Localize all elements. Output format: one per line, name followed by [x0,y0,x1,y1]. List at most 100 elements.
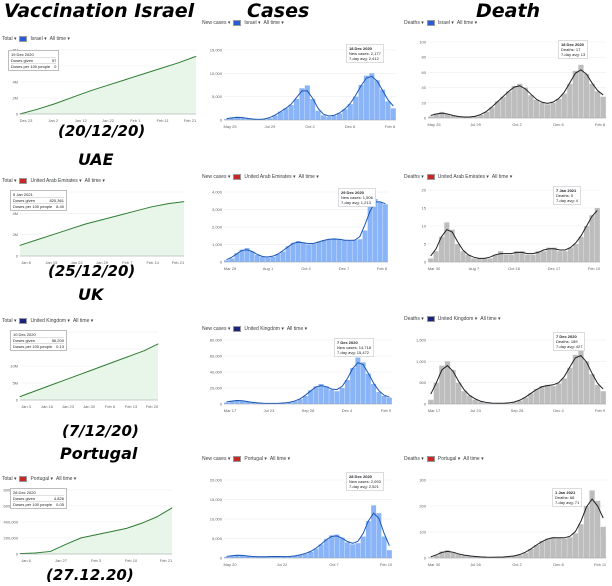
country-dropdown[interactable]: United Kingdom [438,316,477,322]
country-dropdown[interactable]: United Arab Emirates [30,178,81,184]
metric-dropdown[interactable]: Total [2,476,16,482]
time-range-dropdown[interactable]: All time [492,174,512,180]
cases-bar [353,96,359,120]
y-tick-label: 0 [220,260,223,265]
seven-day-average-line [226,362,390,404]
time-range-dropdown[interactable]: All time [463,456,483,462]
row-country-label: Portugal [60,444,138,463]
metric-dropdown[interactable]: New cases [202,326,230,332]
tooltip-line: New cases: 2,093 [349,479,381,484]
country-dropdown[interactable]: Portugal [438,456,461,462]
cases-bar [275,254,281,262]
country-dropdown[interactable]: United Kingdom [244,326,283,332]
metric-dropdown[interactable]: Deaths [404,316,424,322]
tooltip-row: Doses given 56,200 [13,337,64,343]
data-point [134,210,136,212]
y-tick-label: 0 [424,402,427,407]
deaths-bar [594,208,600,262]
deaths-bar [439,551,445,558]
time-range-dropdown[interactable]: All time [73,318,93,324]
time-range-dropdown[interactable]: All time [457,20,477,26]
time-range-dropdown[interactable]: All time [50,36,70,42]
y-tick-label: 80,000 [210,338,223,343]
country-dropdown[interactable]: Portugal [30,476,53,482]
time-range-dropdown[interactable]: All time [264,20,284,26]
x-tick-label: Feb 21 [172,260,185,265]
metric-dropdown[interactable]: Total [2,178,16,184]
y-tick-label: 2M [12,232,18,237]
metric-dropdown[interactable]: Deaths [404,174,424,180]
metric-dropdown[interactable]: Total [2,318,16,324]
y-tick-label: 10 [422,224,427,229]
data-point [88,370,90,372]
country-dropdown[interactable]: Portugal [244,456,267,462]
country-dropdown[interactable]: Israel [30,36,46,42]
cases-controls: New cases PortugalAll time [202,456,290,462]
deaths-controls: Deaths IsraelAll time [404,20,477,26]
cases-bar [224,402,230,404]
time-range-dropdown[interactable]: All time [287,326,307,332]
deaths-bar [439,365,445,404]
x-tick-label: Jul 23 [264,408,275,413]
deaths-bar [450,552,456,558]
metric-dropdown[interactable]: New cases [202,456,230,462]
metric-dropdown[interactable]: Deaths [404,20,424,26]
deaths-bar [573,244,579,262]
x-tick-label: Feb 13 [125,404,138,409]
tooltip-label: Doses given [13,496,36,501]
y-tick-label: 4M [12,80,18,85]
row-country-label: UAE [78,150,114,169]
time-range-dropdown[interactable]: All time [270,456,290,462]
country-dropdown[interactable]: Israel [244,20,260,26]
country-dropdown[interactable]: United Kingdom [30,318,69,324]
time-range-dropdown[interactable]: All time [85,178,105,184]
country-flag-icon [426,20,435,26]
data-point [157,343,159,345]
vaccination-tooltip: 10 Dec 2020 Doses given 56,200 Doses per 10… [10,330,67,351]
cases-bar [224,556,230,558]
tooltip-line: Deaths: 189 [556,339,578,344]
tooltip-date: 19 Dec 2020 [11,52,34,57]
time-range-dropdown[interactable]: All time [299,174,319,180]
deaths-bar [514,251,520,262]
x-tick-label: Mar 30 [428,266,441,271]
cases-bar [326,239,332,262]
cases-bar [318,544,324,558]
y-tick-label: 3,000 [212,207,223,212]
cases-bar [313,386,319,404]
metric-dropdown[interactable]: New cases [202,174,230,180]
time-range-dropdown[interactable]: All time [56,476,76,482]
deaths-tooltip: 18 Dec 2020 Deaths: 17 7-day avg: 13 [558,40,589,59]
tooltip-value: 4,826 [53,496,64,501]
tooltip-label: Doses given [13,338,36,343]
metric-dropdown[interactable]: Deaths [404,456,424,462]
cases-bar [386,550,392,558]
cases-bar [374,80,380,120]
x-tick-label: Jan 3 [21,404,32,409]
header-vaccination: Vaccination Israel [4,0,195,22]
seven-day-average-line [430,210,598,259]
cases-bar [255,403,261,404]
tooltip-label: Doses per 100 people [11,64,51,69]
country-dropdown[interactable]: United Arab Emirates [438,174,489,180]
cases-tooltip: 7 Dec 2020 New cases: 14,718 7-day avg: 15… [334,338,375,357]
cases-bar [355,357,361,404]
deaths-bar [517,83,523,118]
deaths-bar [533,99,540,118]
country-dropdown[interactable]: United Arab Emirates [244,174,295,180]
metric-dropdown[interactable]: New cases [202,20,230,26]
cases-bar [250,402,256,404]
deaths-bar [578,350,584,404]
time-range-dropdown[interactable]: All time [480,316,500,322]
deaths-bar [567,367,573,404]
x-tick-label: Feb 20 [146,404,159,409]
data-point [178,62,179,64]
cases-bar [355,543,361,558]
metric-dropdown[interactable]: Total [2,36,16,42]
tooltip-value: 0 [54,64,57,69]
country-dropdown[interactable]: Israel [438,20,454,26]
deaths-bar [517,554,523,558]
cases-bar [350,368,356,404]
